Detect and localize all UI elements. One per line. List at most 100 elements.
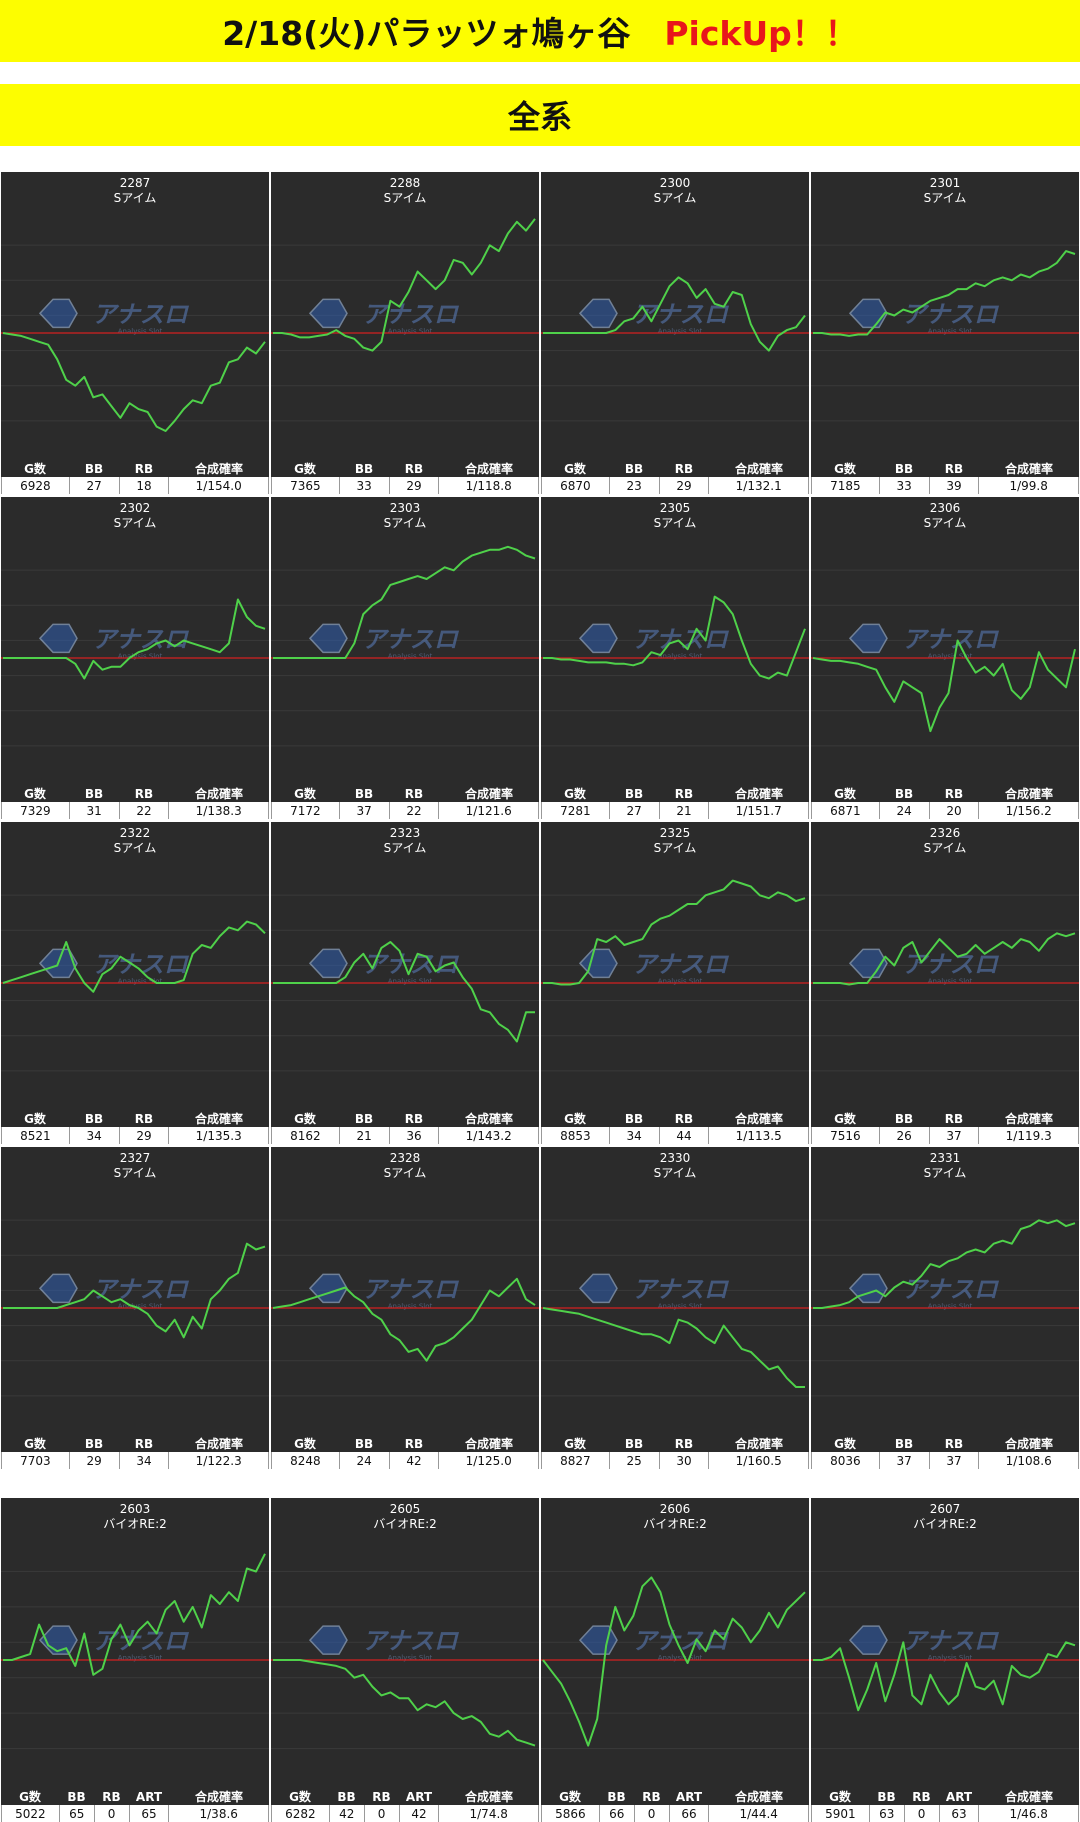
machine-number: 2607 [929,1502,961,1516]
section-title: 全系 [507,98,572,136]
machine-number: 2323 [389,826,421,840]
logo-subtext: Analysis Slot [658,977,703,985]
machine-number: 2606 [659,1502,691,1516]
stats-header-row: G数 BB RB 合成確率 [811,1435,1079,1452]
logo-subtext: Analysis Slot [118,1302,163,1310]
machine-model: バイオRE:2 [643,1517,707,1531]
logo-subtext: Analysis Slot [658,1654,703,1662]
panel-header: 2328 Sアイム [271,1151,539,1181]
stats-value-row: 6928 27 18 1/154.0 [1,477,269,494]
column-header: ART [135,1789,163,1804]
stat-bb: 37 [340,802,390,819]
column-header: 合成確率 [464,462,513,476]
machine-model: Sアイム [653,1166,697,1180]
column-header: RB [134,1436,154,1451]
column-header: RB [404,786,424,801]
stats-value-row: 8827 25 30 1/160.5 [541,1452,809,1469]
stats-value-row: 7365 33 29 1/118.8 [271,477,539,494]
machine-number: 2301 [929,176,961,190]
column-header: RB [372,1789,391,1804]
machine-panel: 2605 バイオRE:2 アナスロ Analysis Slot G数 BB RB ART 合成確… [271,1498,540,1822]
stat-rate: 1/74.8 [439,1805,540,1822]
slump-line [272,1277,536,1362]
stat-bb: 34 [610,1127,660,1144]
stats-table: G数 BB RB 合成確率 6871 24 20 1/156.2 [811,785,1079,819]
column-header: RB [912,1789,931,1804]
stats-table: G数 BB RB 合成確率 6928 27 18 1/154.0 [1,460,269,494]
column-header: G数 [24,1437,46,1451]
panel-header: 2331 Sアイム [811,1151,1079,1181]
column-header: RB [134,461,154,476]
column-header: RB [944,1111,964,1126]
machine-panel: 2330 Sアイム アナスロ Analysis Slot G数 BB RB 合成確率 8827 2… [541,1147,809,1469]
stat-rb: 29 [120,1127,170,1144]
column-header: ART [405,1789,433,1804]
machine-panel: 2300 Sアイム アナスロ Analysis Slot G数 BB RB 合成確率 6870 2… [541,172,809,494]
slump-line [813,250,1076,337]
slump-line [2,332,266,432]
column-header: G数 [24,787,46,801]
column-header: G数 [19,1790,41,1804]
machine-panel: 2328 Sアイム アナスロ Analysis Slot G数 BB RB 合成確率 8248 2… [271,1147,539,1469]
machine-model: Sアイム [113,516,157,530]
column-header: RB [642,1789,661,1804]
logo-hexagon-icon [38,298,78,329]
machine-number: 2326 [929,826,961,840]
column-header: G数 [564,787,586,801]
column-header: 合成確率 [464,787,513,801]
logo-hexagon-icon [308,1625,348,1655]
logo-text: アナスロ [92,625,190,653]
machine-panel: 2305 Sアイム アナスロ Analysis Slot G数 BB RB 合成確率 7281 2… [541,497,809,819]
pickup-label: PickUp！！ [664,14,858,53]
column-header: RB [944,1436,964,1451]
machine-model: Sアイム [113,191,157,205]
stat-bb: 33 [880,477,930,494]
machine-model: Sアイム [653,841,697,855]
stat-g: 7329 [2,802,70,819]
logo-subtext: Analysis Slot [118,327,163,335]
stats-table: G数 BB RB ART 合成確率 6282 42 0 42 1/74.8 [271,1788,540,1822]
panel-header: 2300 Sアイム [541,176,809,206]
stats-table: G数 BB RB 合成確率 7516 26 37 1/119.3 [811,1110,1079,1144]
column-header: RB [674,1436,694,1451]
column-header: G数 [829,1790,851,1804]
stat-rb: 34 [120,1452,170,1469]
stats-header-row: G数 BB RB 合成確率 [541,1435,809,1452]
stats-table: G数 BB RB 合成確率 7172 37 22 1/121.6 [271,785,539,819]
column-header: 合成確率 [194,787,243,801]
machine-number: 2303 [389,501,421,515]
column-header: BB [354,461,374,476]
stat-art: 66 [670,1805,710,1822]
column-header: BB [894,461,914,476]
stats-table: G数 BB RB 合成確率 8853 34 44 1/113.5 [541,1110,809,1144]
stats-value-row: 7516 26 37 1/119.3 [811,1127,1079,1144]
slump-line [543,276,806,352]
slump-line [543,879,806,986]
logo-text: アナスロ [902,1627,1000,1655]
logo-text: アナスロ [632,950,730,978]
slump-line [542,1307,805,1388]
stats-value-row: 5901 63 0 63 1/46.8 [811,1805,1080,1822]
stat-rate: 1/143.2 [439,1127,539,1144]
column-header: G数 [834,1437,856,1451]
logo-text: アナスロ [362,625,460,653]
column-header: G数 [294,462,316,476]
machine-model: Sアイム [653,191,697,205]
stats-value-row: 6871 24 20 1/156.2 [811,802,1079,819]
title-banner: 2/18(火)パラッツォ鳩ヶ谷 PickUp！！ [0,0,1080,62]
stat-g: 7281 [542,802,610,819]
stats-table: G数 BB RB 合成確率 7365 33 29 1/118.8 [271,460,539,494]
stat-g: 8248 [272,1452,340,1469]
stat-g: 8827 [542,1452,610,1469]
stat-rb: 0 [365,1805,400,1822]
